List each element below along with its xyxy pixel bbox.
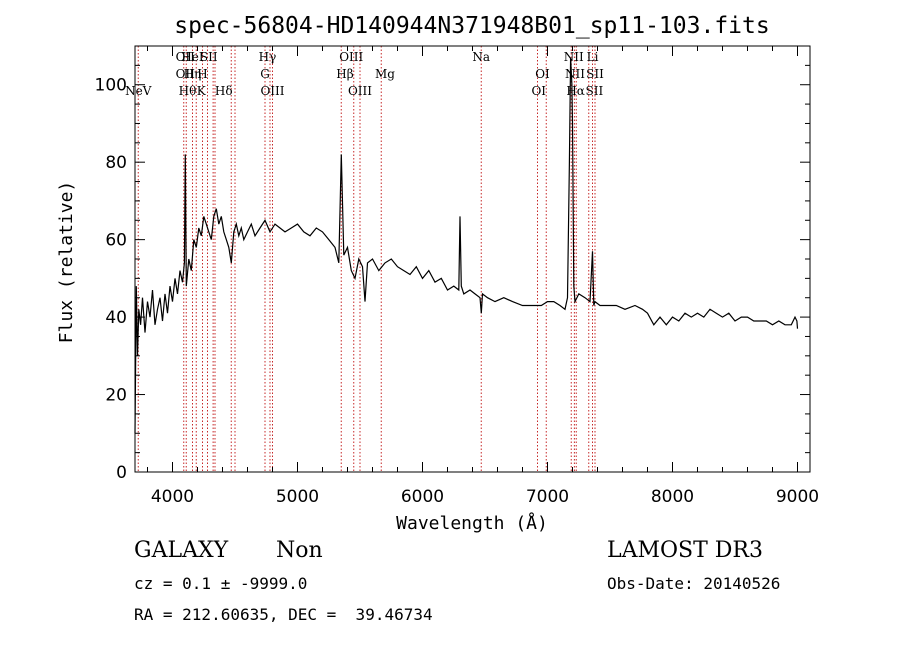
line-label: HeI [181,50,204,64]
x-tick-label: 6000 [401,487,444,507]
line-label: OII [176,67,196,81]
line-label: NII [565,67,585,81]
emission-line-labels: NeVOIIOIIHeIHηHθHKSIIHδHγGOIIIOIIIHβOIII… [125,50,604,98]
line-label: H [197,67,207,81]
line-label: Hγ [259,50,277,64]
y-tick-label: 40 [105,308,127,328]
object-subclass: Non [276,538,323,563]
ra-dec: RA = 212.60635, DEC = 39.46734 [134,605,433,624]
line-label: OIII [260,84,284,98]
x-tick-label: 9000 [776,487,819,507]
line-label: OII [176,50,196,64]
x-tick-label: 5000 [276,487,319,507]
x-tick-label: 7000 [526,487,569,507]
line-label: OI [535,67,550,81]
y-tick-label: 60 [105,231,127,251]
line-label: Hδ [215,84,233,98]
x-axis-label: Wavelength (Å) [396,512,548,534]
chart-title: spec-56804-HD140944N371948B01_sp11-103.f… [174,13,769,39]
y-tick-label: 100 [95,76,127,96]
plot-frame [134,45,811,473]
emission-line-markers [137,46,596,472]
x-axis-ticks: 4000 5000 6000 7000 8000 9000 [147,46,819,507]
y-axis-ticks: 0 20 40 60 80 100 [95,45,810,483]
spectrum-line [134,57,799,434]
line-label: Hη [184,67,202,81]
line-label: Na [472,50,490,64]
redshift-cz: cz = 0.1 ± -9999.0 [134,574,308,593]
y-tick-label: 80 [105,153,127,173]
line-label: NII [564,50,584,64]
line-label: SII [200,50,218,64]
line-label: SII [586,67,604,81]
line-label: Hθ [179,84,197,98]
line-label: NeV [125,84,152,98]
line-label: Mg [375,67,395,81]
obs-date: Obs-Date: 20140526 [607,574,781,593]
line-label: OI [531,84,546,98]
y-tick-label: 20 [105,386,127,406]
x-tick-label: 8000 [651,487,694,507]
line-label: OIII [348,84,372,98]
line-label: Li [587,50,599,64]
survey-name: LAMOST DR3 [607,538,763,563]
y-axis-label: Flux (relative) [56,181,77,344]
x-tick-label: 4000 [151,487,194,507]
object-class: GALAXY [134,538,229,563]
line-label: K [197,84,207,98]
line-label: Hβ [336,67,353,81]
line-label: OIII [339,50,363,64]
y-tick-label: 0 [116,463,127,483]
line-label: SII [586,84,604,98]
line-label: G [260,67,270,81]
line-label: Hα [566,84,585,98]
